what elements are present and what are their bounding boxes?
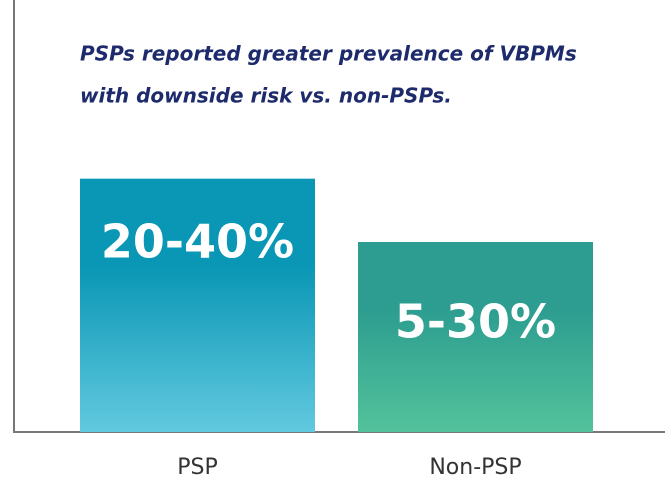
value-label: 5-30% (395, 295, 556, 349)
x-tick-label: Non-PSP (429, 455, 521, 480)
x-tick-label: PSP (177, 455, 218, 480)
value-label: 20-40% (101, 215, 294, 269)
chart-title: with downside risk vs. non-PSPs. (80, 84, 452, 108)
bar (358, 242, 593, 432)
chart-title: PSPs reported greater prevalence of VBPM… (80, 42, 577, 66)
bar (80, 178, 315, 432)
